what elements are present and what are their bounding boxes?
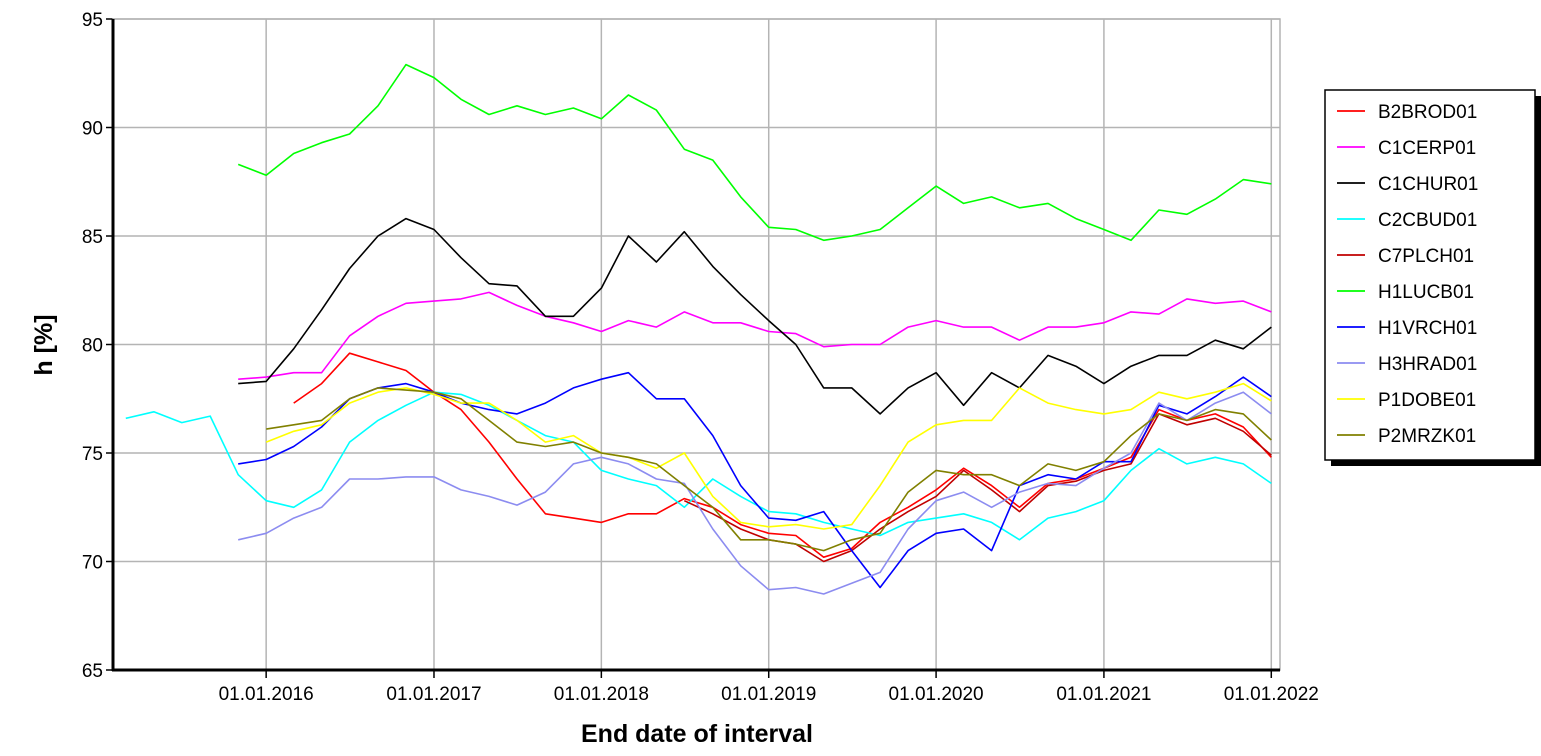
y-tick-label: 85 — [82, 227, 103, 248]
legend-label: C1CERP01 — [1378, 138, 1476, 159]
x-tick-label: 01.01.2021 — [1056, 684, 1151, 705]
x-tick-label: 01.01.2018 — [554, 684, 649, 705]
legend-label: P2MRZK01 — [1378, 426, 1476, 447]
y-tick-label: 75 — [82, 444, 103, 465]
series-line — [125, 391, 1272, 541]
legend-label: B2BROD01 — [1378, 102, 1477, 123]
x-tick-label: 01.01.2017 — [386, 684, 481, 705]
series-line — [265, 382, 1272, 530]
y-tick-label: 65 — [82, 661, 103, 682]
y-tick-label: 70 — [82, 553, 103, 574]
x-tick-label: 01.01.2022 — [1224, 684, 1319, 705]
legend-label: H1LUCB01 — [1378, 282, 1474, 303]
x-tick-label: 01.01.2020 — [889, 684, 984, 705]
legend-label: C1CHUR01 — [1378, 174, 1478, 195]
series-line — [238, 371, 1272, 589]
legend-label: C7PLCH01 — [1378, 246, 1474, 267]
series-line — [238, 217, 1272, 415]
legend-label: P1DOBE01 — [1378, 390, 1476, 411]
x-tick-label: 01.01.2019 — [721, 684, 816, 705]
legend-label: H3HRAD01 — [1378, 354, 1477, 375]
y-axis-title: h [%] — [30, 314, 58, 375]
series-line — [238, 291, 1272, 380]
x-axis-title: End date of interval — [581, 720, 813, 748]
series-line — [238, 391, 1272, 595]
series-line — [237, 63, 1272, 242]
y-tick-label: 80 — [82, 336, 103, 357]
y-tick-label: 95 — [82, 10, 103, 31]
x-tick-label: 01.01.2016 — [219, 684, 314, 705]
series-line — [266, 387, 1272, 552]
y-tick-label: 90 — [82, 119, 103, 140]
legend-label: H1VRCH01 — [1378, 318, 1477, 339]
legend-label: C2CBUD01 — [1378, 210, 1477, 231]
